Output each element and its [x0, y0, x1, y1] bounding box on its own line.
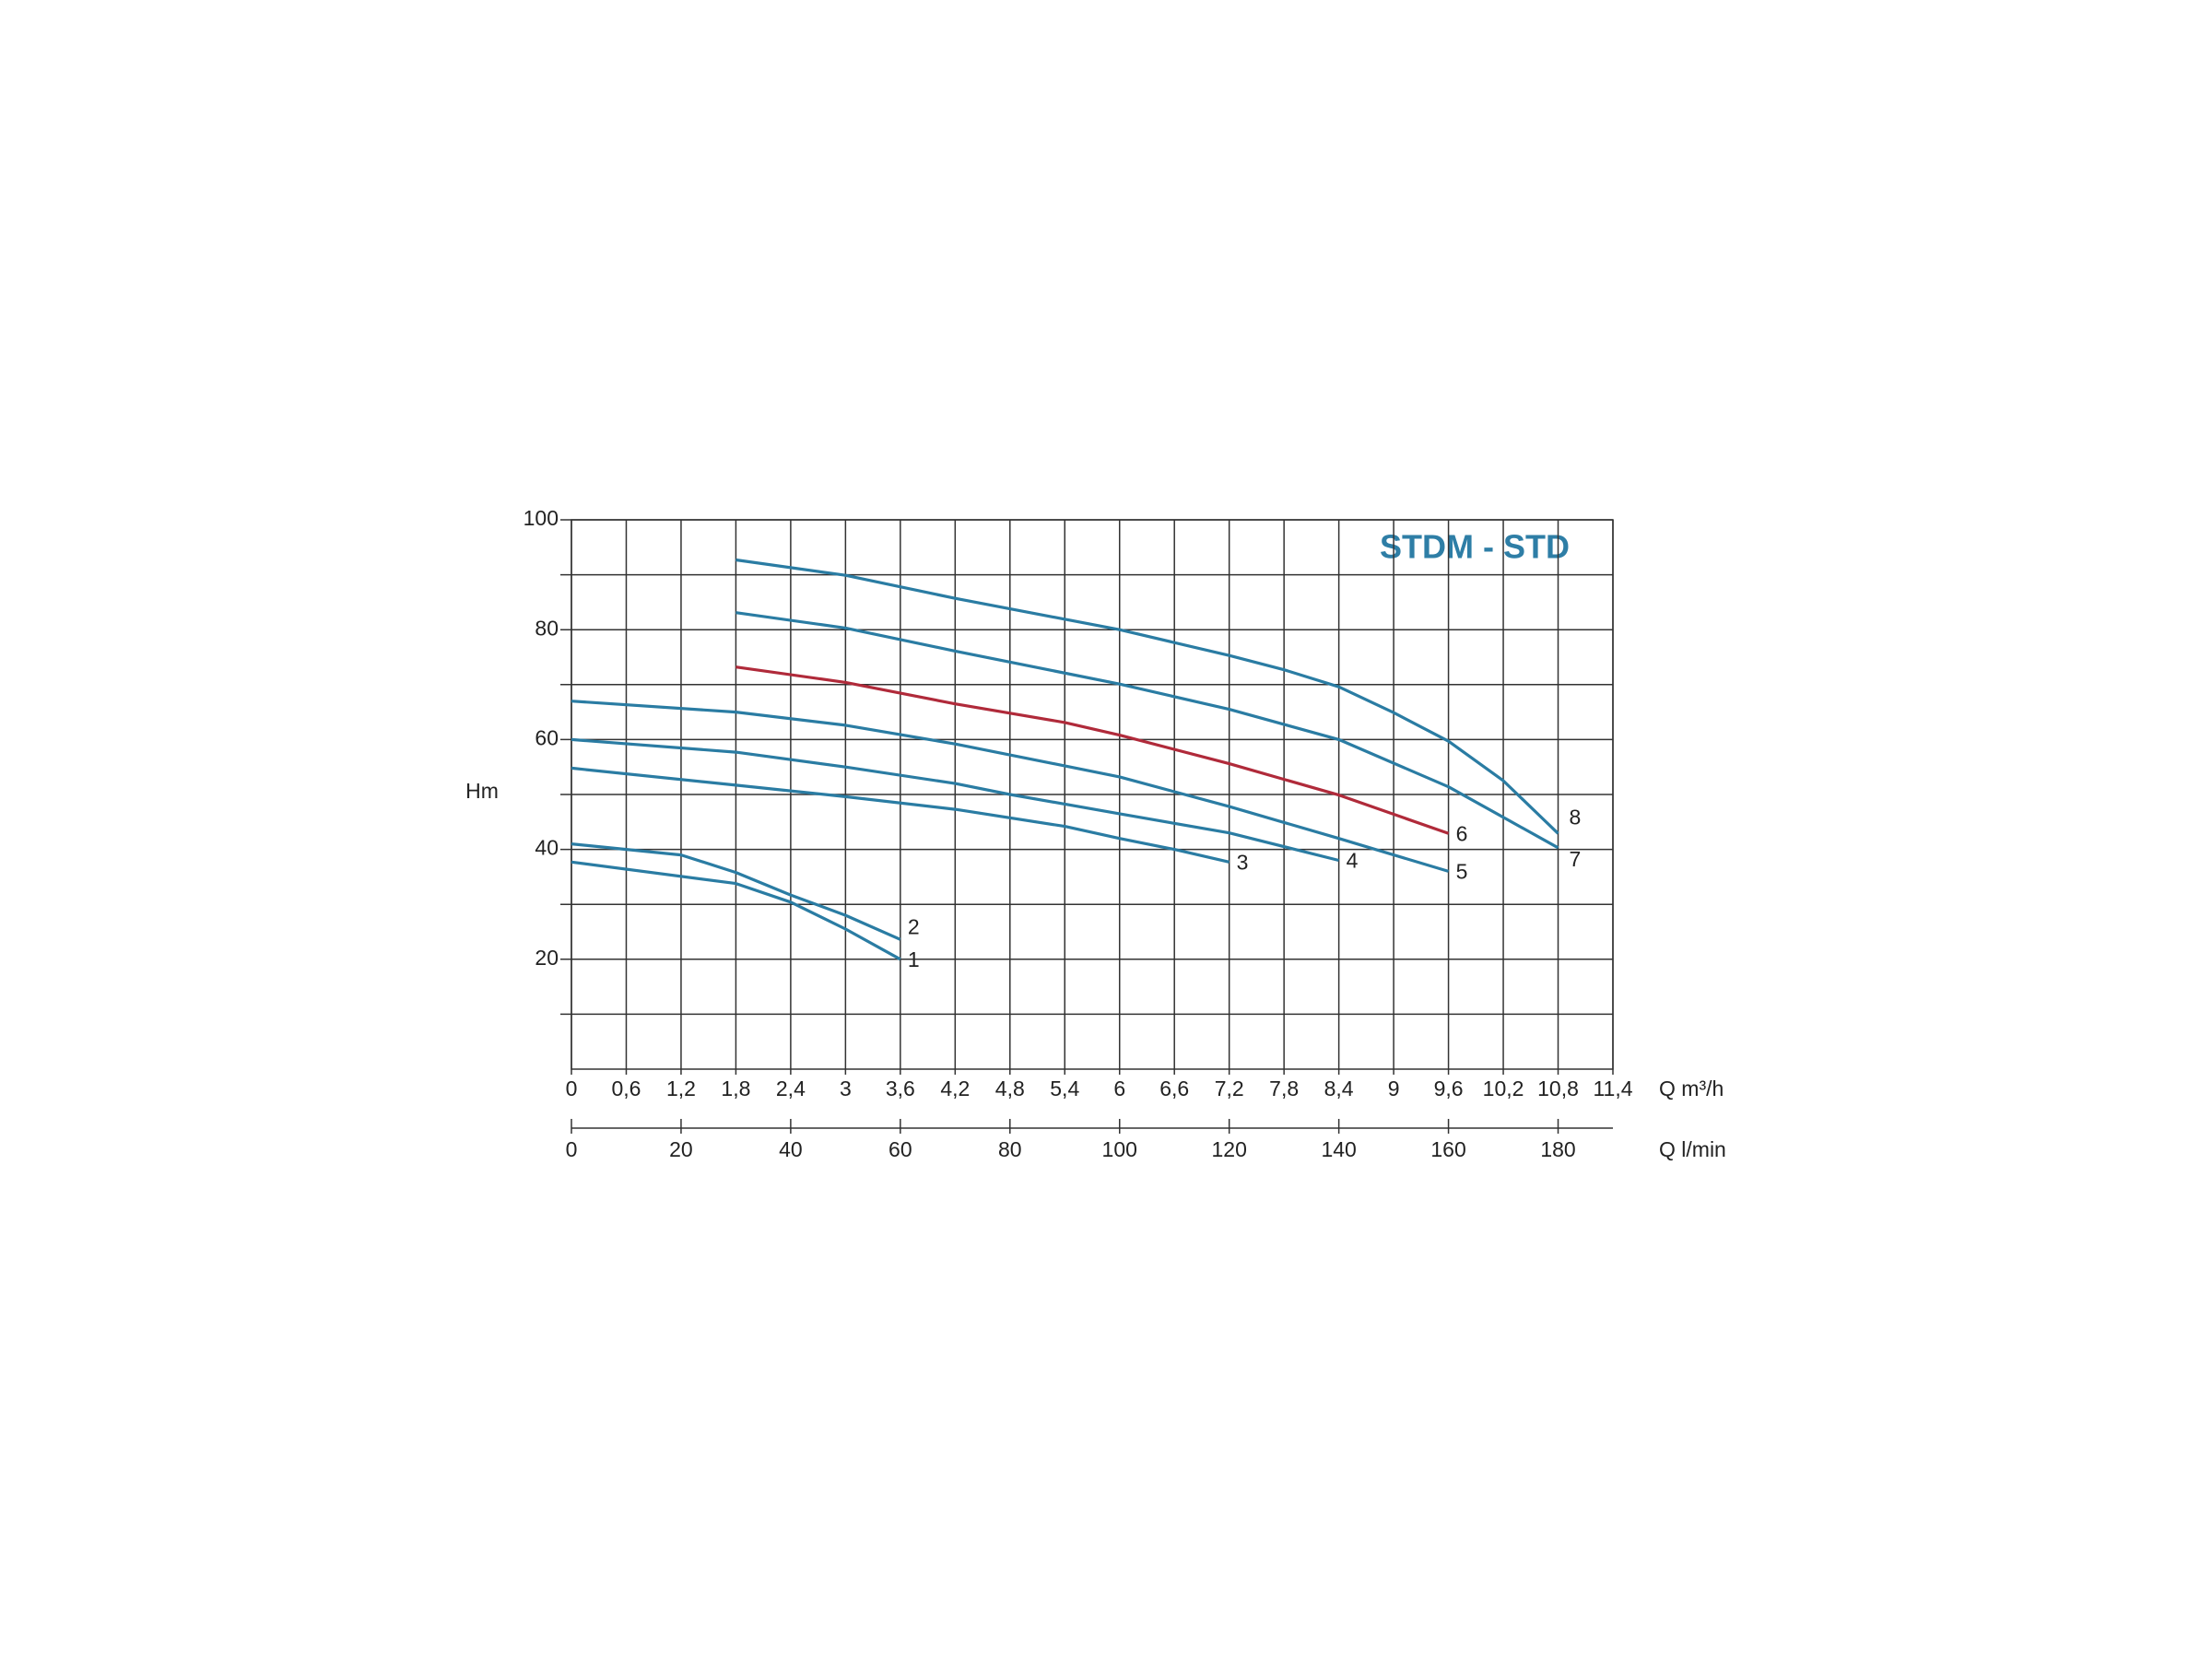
x2-tick-label: 100 — [1102, 1137, 1137, 1161]
x-tick-label: 10,2 — [1483, 1077, 1524, 1100]
curve — [735, 665, 1450, 835]
x-tick-label: 1,8 — [721, 1077, 750, 1100]
x2-tick-label: 20 — [669, 1137, 693, 1161]
curve — [571, 860, 901, 961]
curve — [571, 766, 1230, 864]
x-tick-label: 7,8 — [1269, 1077, 1299, 1100]
x2-tick-label: 80 — [998, 1137, 1022, 1161]
x-tick-label: 10,8 — [1537, 1077, 1579, 1100]
series-label: 6 — [1456, 821, 1468, 845]
x-tick-label: 5,4 — [1050, 1077, 1079, 1100]
series-label: 1 — [908, 947, 920, 971]
x-tick-label: 0,6 — [611, 1077, 641, 1100]
x2-tick-label: 140 — [1321, 1137, 1356, 1161]
y-tick-label: 20 — [535, 946, 559, 970]
x-axis-label: Q m³/h — [1659, 1077, 1724, 1100]
y-tick-label: 100 — [524, 506, 559, 530]
curve — [571, 842, 901, 941]
series-label: 7 — [1570, 847, 1582, 871]
x2-tick-label: 40 — [779, 1137, 803, 1161]
curve — [571, 700, 1450, 873]
x-tick-label: 4,8 — [995, 1077, 1025, 1100]
x-tick-label: 3,6 — [886, 1077, 915, 1100]
x-tick-label: 7,2 — [1215, 1077, 1244, 1100]
x2-tick-label: 0 — [566, 1137, 578, 1161]
chart-title: STDM - STD — [1380, 528, 1570, 566]
series-label: 5 — [1456, 860, 1468, 884]
x-tick-label: 0 — [566, 1077, 578, 1100]
x-tick-label: 9,6 — [1434, 1077, 1464, 1100]
x2-tick-label: 120 — [1211, 1137, 1246, 1161]
y-tick-label: 60 — [535, 725, 559, 749]
series-label: 3 — [1237, 850, 1249, 874]
series-label: 4 — [1347, 849, 1359, 873]
x-tick-label: 6,6 — [1159, 1077, 1189, 1100]
x2-tick-label: 60 — [888, 1137, 912, 1161]
series-label: 8 — [1570, 805, 1582, 829]
y-tick-label: 40 — [535, 836, 559, 860]
x2-tick-label: 160 — [1430, 1137, 1465, 1161]
curve — [735, 611, 1559, 850]
x-tick-label: 1,2 — [666, 1077, 696, 1100]
x-tick-label: 2,4 — [776, 1077, 806, 1100]
curve — [735, 558, 1559, 835]
x-tick-label: 8,4 — [1324, 1077, 1354, 1100]
curve — [571, 737, 1339, 863]
x-tick-label: 6 — [1113, 1077, 1125, 1100]
x-tick-label: 3 — [840, 1077, 852, 1100]
y-axis-label: Hm — [465, 779, 499, 803]
x2-axis-label: Q l/min — [1659, 1137, 1726, 1161]
series-label: 2 — [908, 914, 920, 938]
y-tick-label: 80 — [535, 616, 559, 640]
x-tick-label: 11,4 — [1593, 1077, 1632, 1100]
x2-tick-label: 180 — [1540, 1137, 1575, 1161]
x-tick-label: 4,2 — [940, 1077, 970, 1100]
x-tick-label: 9 — [1388, 1077, 1400, 1100]
